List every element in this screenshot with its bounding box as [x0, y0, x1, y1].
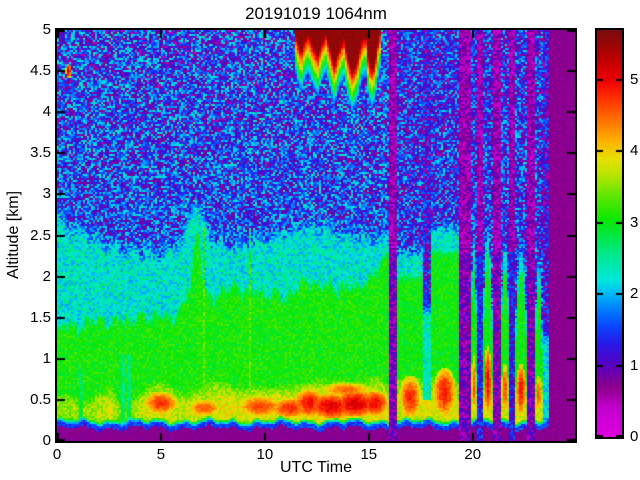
x-tick-label: 10 [256, 446, 274, 463]
y-tick-label: 4 [42, 103, 51, 121]
y-tick-label: 0 [42, 432, 51, 449]
colorbar-tick-label: 0 [630, 428, 639, 445]
x-tick-label: 20 [464, 446, 482, 463]
plot-area-border [55, 28, 577, 443]
x-tick-label: 5 [156, 446, 166, 463]
y-tick-label: 2 [42, 267, 51, 285]
x-axis-label: UTC Time [280, 459, 352, 476]
heatmap-canvas [57, 30, 575, 441]
colorbar-canvas [597, 30, 622, 437]
colorbar-tick-label: 1 [630, 356, 639, 374]
y-tick-label: 0.5 [30, 390, 51, 408]
x-tick-label: 0 [52, 446, 62, 463]
y-tick-label: 3.5 [30, 144, 51, 162]
y-tick-label: 4.5 [30, 62, 51, 80]
y-tick-label: 1 [42, 349, 51, 367]
colorbar-tick-label: 3 [630, 213, 639, 231]
colorbar-tick-label: 4 [630, 142, 639, 160]
colorbar-tick-label: 2 [630, 285, 639, 303]
colorbar-tick-label: 5 [630, 70, 639, 88]
y-tick-label: 2.5 [30, 226, 51, 244]
x-tick-label: 15 [360, 446, 378, 463]
chart-title: 20191019 1064nm [245, 4, 387, 23]
colorbar-border [595, 28, 624, 439]
y-tick-label: 5 [42, 21, 51, 38]
y-tick-label: 1.5 [30, 308, 51, 326]
y-tick-label: 3 [42, 185, 51, 203]
